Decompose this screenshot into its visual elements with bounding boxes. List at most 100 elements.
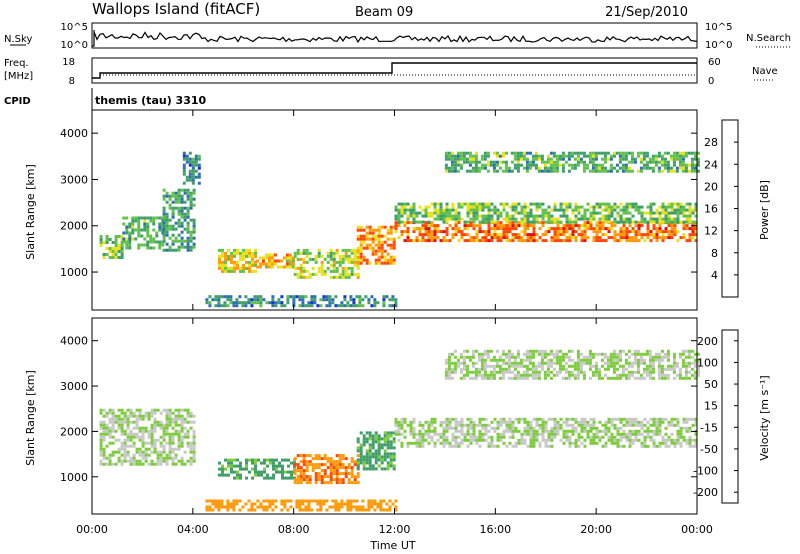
heatmap-cell xyxy=(663,163,667,167)
heatmap-cell xyxy=(577,420,581,424)
heatmap-cell xyxy=(445,214,449,218)
heatmap-cell xyxy=(646,432,650,436)
heatmap-cell xyxy=(672,376,676,380)
heatmap-cell xyxy=(323,469,327,473)
heatmap-cell xyxy=(444,361,448,365)
heatmap-cell xyxy=(174,227,178,231)
heatmap-cell xyxy=(631,432,635,436)
heatmap-cell xyxy=(523,227,527,231)
heatmap-cell xyxy=(192,453,196,457)
heatmap-cell xyxy=(652,211,656,215)
heatmap-cell xyxy=(433,444,437,448)
heatmap-cell xyxy=(386,261,390,265)
heatmap-cell xyxy=(678,151,682,155)
heatmap-cell xyxy=(165,408,169,412)
heatmap-cell xyxy=(302,472,306,476)
heatmap-cell xyxy=(583,230,587,234)
heatmap-cell xyxy=(631,417,635,421)
heatmap-cell xyxy=(177,411,181,415)
heatmap-cell xyxy=(448,426,452,430)
heatmap-cell xyxy=(362,240,366,244)
heatmap-cell xyxy=(328,298,332,302)
heatmap-cell xyxy=(377,443,381,447)
heatmap-cell xyxy=(439,441,443,445)
heatmap-cell xyxy=(374,458,378,462)
heatmap-cell xyxy=(288,256,292,260)
heatmap-cell xyxy=(129,408,133,412)
heatmap-cell xyxy=(607,211,611,215)
heatmap-cell xyxy=(508,423,512,427)
heatmap-cell xyxy=(99,238,103,241)
heatmap-cell xyxy=(579,352,583,356)
heatmap-cell xyxy=(125,246,129,250)
heatmap-cell xyxy=(627,349,631,353)
heatmap-cell xyxy=(505,429,509,433)
heatmap-cell xyxy=(295,505,299,509)
heatmap-cell xyxy=(332,275,336,279)
heatmap-cell xyxy=(486,355,490,359)
heatmap-cell xyxy=(595,233,599,237)
heatmap-cell xyxy=(114,244,118,247)
heatmap-cell xyxy=(371,228,375,232)
heatmap-cell xyxy=(652,227,656,231)
heatmap-cell xyxy=(397,220,401,224)
heatmap-cell xyxy=(253,298,257,302)
heatmap-cell xyxy=(427,233,431,237)
heatmap-cell xyxy=(688,435,692,439)
heatmap-cell xyxy=(439,214,443,218)
heatmap-cell xyxy=(508,217,512,221)
heatmap-cell xyxy=(604,423,608,427)
heatmap-cell xyxy=(150,450,154,454)
heatmap-cell xyxy=(498,154,502,158)
heatmap-cell xyxy=(499,435,503,439)
heatmap-cell xyxy=(451,202,455,206)
heatmap-cell xyxy=(334,508,338,512)
heatmap-cell xyxy=(433,230,437,234)
heatmap-cell xyxy=(484,438,488,442)
heatmap-cell xyxy=(183,227,187,231)
heatmap-cell xyxy=(528,361,532,365)
heatmap-cell xyxy=(374,434,378,438)
heatmap-cell xyxy=(285,253,289,257)
heatmap-cell xyxy=(156,453,160,457)
heatmap-cell xyxy=(135,450,139,454)
heatmap-cell xyxy=(171,450,175,454)
heatmap-cell xyxy=(171,459,175,463)
heatmap-cell xyxy=(186,191,190,195)
heatmap-cell xyxy=(624,154,628,158)
heatmap-cell xyxy=(516,364,520,368)
heatmap-cell xyxy=(208,295,212,299)
heatmap-cell xyxy=(162,230,166,234)
heatmap-cell xyxy=(505,423,509,427)
heatmap-cell xyxy=(510,370,514,374)
heatmap-cell xyxy=(526,239,530,243)
heatmap-cell xyxy=(365,261,369,265)
heatmap-cell xyxy=(191,172,195,176)
heatmap-cell xyxy=(180,420,184,424)
heatmap-cell xyxy=(579,364,583,368)
heatmap-cell xyxy=(636,349,640,353)
heatmap-cell xyxy=(182,157,186,161)
heatmap-cell xyxy=(507,352,511,356)
heatmap-cell xyxy=(640,220,644,224)
heatmap-cell xyxy=(132,432,136,436)
heatmap-cell xyxy=(679,444,683,448)
heatmap-cell xyxy=(627,160,631,164)
heatmap-cell xyxy=(392,225,396,229)
heatmap-cell xyxy=(338,466,342,470)
heatmap-cell xyxy=(298,304,302,308)
heatmap-cell xyxy=(583,224,587,228)
heatmap-cell xyxy=(433,227,437,231)
heatmap-cell xyxy=(673,220,677,224)
heatmap-cell xyxy=(576,157,580,161)
heatmap-cell xyxy=(555,169,559,173)
heatmap-cell xyxy=(291,265,295,269)
heatmap-cell xyxy=(514,429,518,433)
heatmap-cell xyxy=(576,154,580,158)
heatmap-cell xyxy=(335,478,339,482)
heatmap-cell xyxy=(537,376,541,380)
heatmap-cell xyxy=(510,361,514,365)
heatmap-cell xyxy=(688,205,692,209)
heatmap-cell xyxy=(580,239,584,243)
